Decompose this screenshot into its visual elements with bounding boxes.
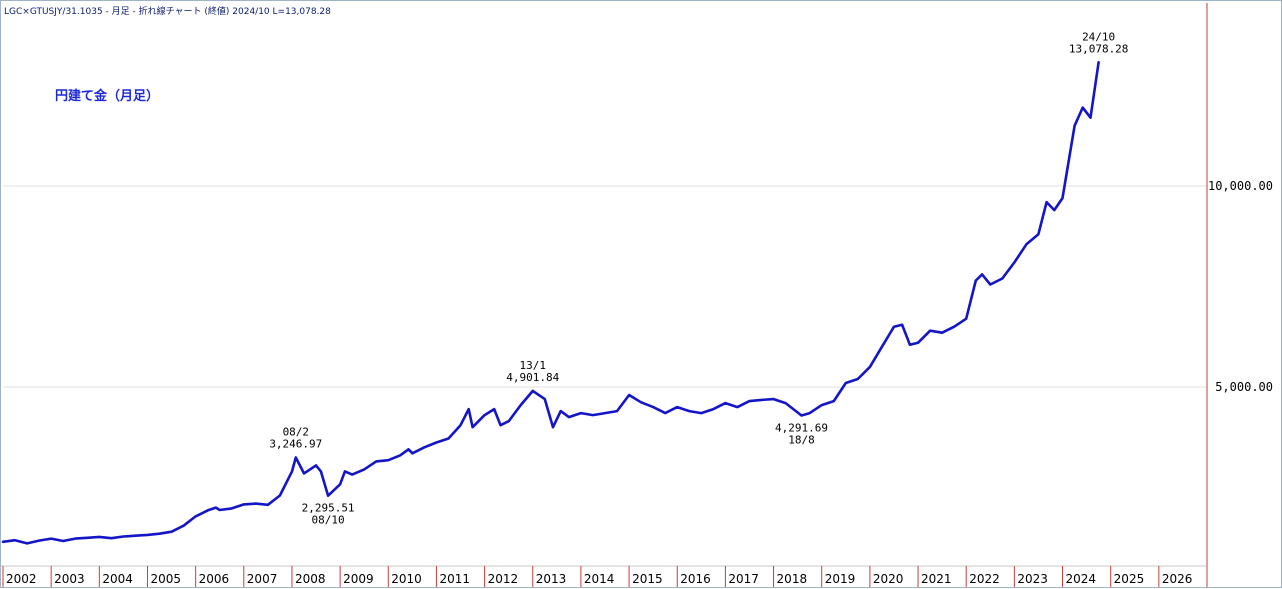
x-tick-label: 2021 xyxy=(921,572,952,586)
annotation-label: 24/10 xyxy=(1082,30,1115,43)
y-tick-label: 5,000.00 xyxy=(1215,380,1273,394)
x-tick-label: 2003 xyxy=(54,572,85,586)
annotation-label: 13/1 xyxy=(520,359,547,372)
x-tick-label: 2007 xyxy=(247,572,278,586)
annotation-label: 3,246.97 xyxy=(269,437,322,450)
x-tick-label: 2023 xyxy=(1017,572,1048,586)
annotation-label: 08/10 xyxy=(312,514,345,527)
x-tick-label: 2004 xyxy=(102,572,133,586)
x-tick-label: 2018 xyxy=(777,572,808,586)
annotation-label: 08/2 xyxy=(283,425,310,438)
x-tick-label: 2022 xyxy=(969,572,1000,586)
annotation-label: 4,291.69 xyxy=(775,421,828,434)
x-tick-label: 2026 xyxy=(1162,572,1193,586)
x-tick-label: 2009 xyxy=(343,572,374,586)
grid-layer xyxy=(3,185,1207,388)
x-tick-label: 2011 xyxy=(439,572,470,586)
chart-title: 円建て金（月足） xyxy=(55,89,160,104)
annotation-label: 2,295.51 xyxy=(302,502,355,515)
series-line xyxy=(1,61,1100,545)
chart-header: LGC×GTUSJY/31.1035 - 月足 - 折れ線チャート (終値) 2… xyxy=(4,7,331,17)
axis-layer: 5,000.00 10,000.00 2002 2003 2004 2005 2006 200… xyxy=(1,3,1273,587)
series-layer xyxy=(1,61,1100,545)
x-tick-label: 2016 xyxy=(680,572,711,586)
y-tick-label: 10,000.00 xyxy=(1208,179,1273,193)
x-tick-label: 2024 xyxy=(1066,572,1097,586)
x-tick-label: 2025 xyxy=(1114,572,1145,586)
x-tick-label: 2008 xyxy=(295,572,326,586)
x-tick-label: 2002 xyxy=(6,572,37,586)
x-tick-label: 2017 xyxy=(728,572,759,586)
annotation-label: 4,901.84 xyxy=(506,371,559,384)
x-tick-label: 2006 xyxy=(199,572,230,586)
annotation-label: 18/8 xyxy=(788,433,815,446)
x-tick-label: 2020 xyxy=(873,572,904,586)
x-tick-label: 2019 xyxy=(825,572,856,586)
x-tick-label: 2012 xyxy=(488,572,519,586)
x-tick-label: 2015 xyxy=(632,572,663,586)
annotation-label: 13,078.28 xyxy=(1069,42,1129,55)
x-tick-label: 2013 xyxy=(536,572,567,586)
x-tick-label: 2014 xyxy=(584,572,615,586)
x-tick-label: 2010 xyxy=(391,572,422,586)
x-tick-label: 2005 xyxy=(150,572,181,586)
